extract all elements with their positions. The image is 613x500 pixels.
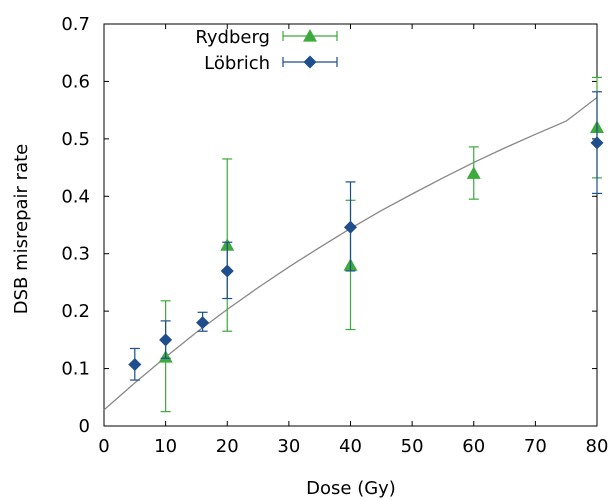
- y-tick-label: 0.1: [61, 359, 90, 380]
- y-tick-label: 0.7: [61, 14, 90, 35]
- axis-ticks: 0 10 20 30 40 50 60 70 80 0 0.1 0.2 0.3 0.4 0.5 0.6 0.7: [61, 14, 608, 457]
- diamond-marker: [159, 333, 173, 347]
- x-tick-label: 30: [277, 436, 300, 457]
- diamond-marker: [344, 220, 357, 234]
- diamond-marker: [590, 136, 604, 150]
- x-tick-label: 70: [524, 436, 547, 457]
- x-axis-title: Dose (Gy): [306, 478, 396, 499]
- x-tick-label: 80: [586, 436, 609, 457]
- y-tick-label: 0.6: [61, 71, 90, 92]
- y-axis-title-group: DSB misrepair rate: [11, 144, 32, 315]
- series-lobrich: [128, 91, 604, 381]
- x-tick-label: 0: [98, 436, 109, 457]
- y-axis-title: DSB misrepair rate: [11, 144, 32, 315]
- legend-triangle-marker: [303, 29, 317, 42]
- legend-label-lobrich: Löbrich: [204, 53, 270, 74]
- diamond-marker: [196, 316, 210, 330]
- legend-label-rydberg: Rydberg: [195, 27, 270, 48]
- x-tick-label: 50: [401, 436, 424, 457]
- legend: Rydberg Löbrich: [195, 27, 338, 74]
- data-marks: [128, 76, 604, 413]
- y-tick-label: 0.3: [61, 244, 90, 265]
- x-tick-label: 10: [154, 436, 177, 457]
- diamond-marker: [128, 358, 142, 372]
- series-rydberg: [158, 76, 604, 413]
- y-tick-label: 0.5: [61, 129, 90, 150]
- x-tick-label: 40: [339, 436, 362, 457]
- y-tick-label: 0.4: [61, 186, 90, 207]
- y-tick-label: 0: [79, 416, 90, 437]
- triangle-marker: [466, 166, 481, 179]
- diamond-marker: [220, 264, 234, 278]
- x-tick-label: 60: [462, 436, 485, 457]
- y-tick-label: 0.2: [61, 301, 90, 322]
- x-tick-label: 20: [216, 436, 239, 457]
- legend-diamond-marker: [303, 55, 317, 69]
